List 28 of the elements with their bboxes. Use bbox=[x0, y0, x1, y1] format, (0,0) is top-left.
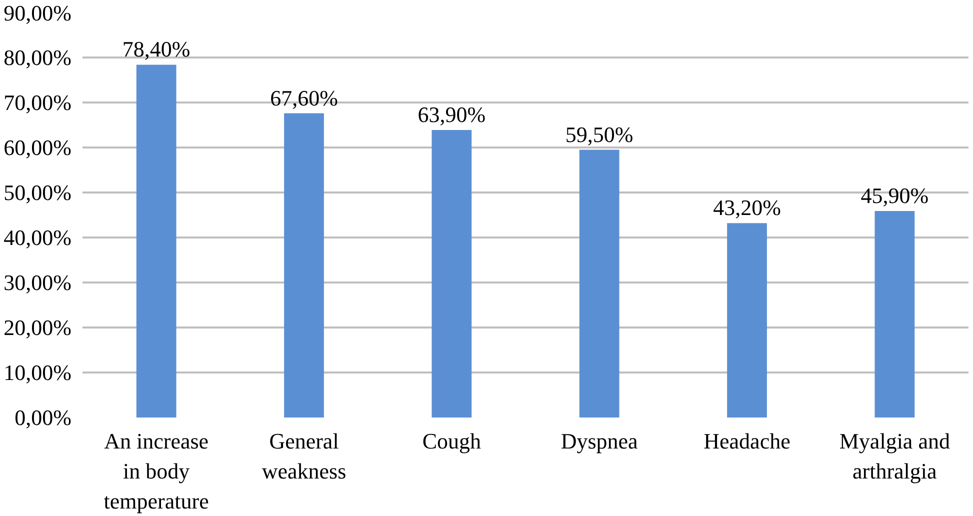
bar bbox=[874, 210, 915, 418]
x-tick-label: Headache bbox=[704, 428, 790, 454]
bar bbox=[432, 130, 472, 418]
y-tick-label: 90,00% bbox=[4, 0, 72, 26]
y-tick-label: 60,00% bbox=[4, 135, 72, 160]
y-tick-label: 50,00% bbox=[4, 180, 72, 205]
bar bbox=[136, 64, 176, 418]
x-tick-label: Dyspnea bbox=[560, 428, 638, 454]
x-tick-label: Cough bbox=[422, 428, 482, 454]
y-tick-label: 20,00% bbox=[4, 315, 72, 340]
y-tick-label: 0,00% bbox=[14, 405, 72, 430]
x-tick-label: General weakness bbox=[262, 428, 346, 484]
x-tick-label: An increase in body temperature bbox=[104, 428, 209, 514]
data-label: 45,90% bbox=[860, 182, 929, 208]
data-label: 59,50% bbox=[565, 122, 634, 147]
data-label: 63,90% bbox=[418, 102, 486, 127]
x-tick-label: Myalgia and arthralgia bbox=[839, 428, 950, 484]
bar bbox=[284, 113, 324, 418]
data-label: 67,60% bbox=[270, 85, 338, 110]
data-label: 78,40% bbox=[122, 36, 190, 62]
data-label: 43,20% bbox=[713, 195, 781, 220]
y-tick-label: 30,00% bbox=[4, 270, 72, 295]
y-tick-label: 70,00% bbox=[4, 90, 72, 115]
y-tick-label: 80,00% bbox=[4, 45, 72, 70]
y-tick-label: 40,00% bbox=[4, 225, 72, 250]
y-tick-label: 10,00% bbox=[4, 360, 72, 385]
bar bbox=[579, 150, 620, 418]
bar bbox=[727, 223, 767, 418]
